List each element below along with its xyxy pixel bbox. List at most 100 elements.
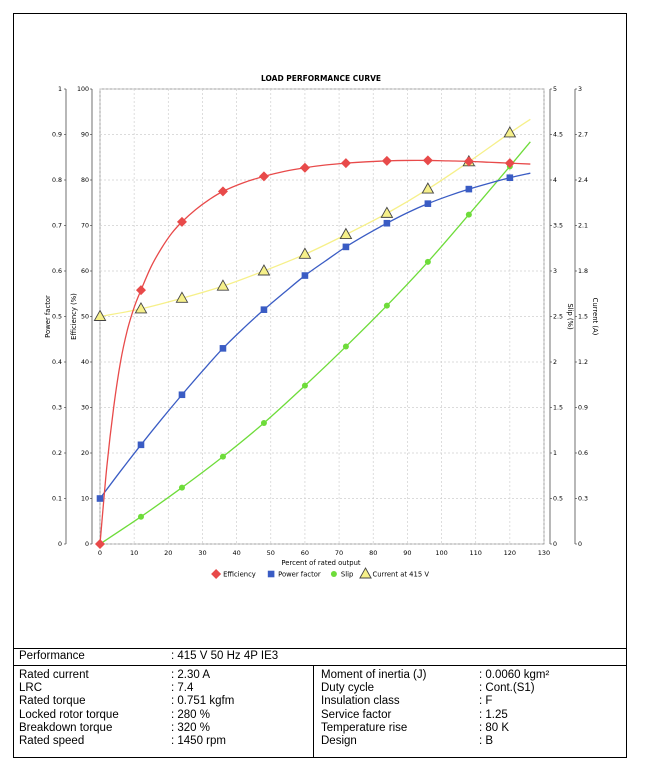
efficiency-tick-label: 90 bbox=[81, 132, 89, 139]
power_factor-tick-label: 0.8 bbox=[52, 177, 62, 184]
efficiency-tick-label: 0 bbox=[85, 541, 89, 548]
performance-row: Performance : 415 V 50 Hz 4P IE3 bbox=[13, 648, 627, 666]
data-point-diamond bbox=[381, 155, 392, 166]
spec-value: : 320 % bbox=[171, 721, 210, 734]
data-point-triangle bbox=[216, 279, 230, 291]
data-point-triangle bbox=[421, 182, 435, 194]
spec-label: Design bbox=[321, 734, 357, 747]
legend-marker-triangle bbox=[359, 567, 372, 579]
current-tick-label: 2.1 bbox=[578, 223, 588, 230]
data-point-square bbox=[342, 243, 350, 251]
data-point-square bbox=[424, 200, 432, 207]
data-point-square bbox=[178, 391, 186, 399]
data-point-circle bbox=[137, 513, 144, 520]
slip-tick-label: 2.5 bbox=[553, 314, 563, 321]
power_factor-tick-label: 1 bbox=[58, 86, 62, 93]
x-tick-label: 50 bbox=[267, 549, 275, 557]
efficiency-tick-label: 80 bbox=[81, 177, 89, 184]
spec-value: : 1.25 bbox=[479, 708, 508, 721]
spec-label: Rated speed bbox=[19, 734, 85, 747]
spec-label: Locked rotor torque bbox=[19, 708, 119, 721]
data-point-circle bbox=[342, 343, 349, 350]
power_factor-tick-label: 0.1 bbox=[52, 496, 62, 503]
slip-tick-label: 4 bbox=[553, 177, 557, 184]
slip-tick-label: 1 bbox=[553, 450, 557, 457]
efficiency-tick-label: 20 bbox=[81, 450, 89, 457]
current-tick-label: 1.5 bbox=[578, 314, 588, 321]
x-tick-label: 90 bbox=[403, 549, 411, 557]
data-point-diamond bbox=[217, 186, 228, 197]
data-point-triangle bbox=[134, 301, 148, 314]
spec-label: Duty cycle bbox=[321, 682, 375, 695]
x-tick-label: 100 bbox=[435, 549, 447, 557]
slip-tick-label: 0 bbox=[553, 541, 557, 548]
efficiency-tick-label: 30 bbox=[81, 405, 89, 412]
spec-label: Rated torque bbox=[19, 695, 86, 708]
slip-axis-label: Slip (%) bbox=[566, 303, 574, 330]
data-point-square bbox=[383, 219, 391, 227]
x-tick-label: 110 bbox=[469, 549, 481, 557]
power_factor-tick-label: 0.3 bbox=[52, 405, 62, 412]
x-tick-label: 80 bbox=[369, 549, 377, 557]
spec-label: Breakdown torque bbox=[19, 721, 113, 734]
data-point-diamond bbox=[176, 216, 187, 227]
slip-tick-label: 3 bbox=[553, 268, 557, 275]
spec-value: : 0.0060 kgm² bbox=[479, 669, 550, 681]
data-point-diamond bbox=[258, 171, 269, 182]
chart-title: LOAD PERFORMANCE CURVE bbox=[261, 74, 381, 83]
spec-value: : B bbox=[479, 734, 494, 747]
slip-tick-label: 4.5 bbox=[553, 132, 563, 139]
x-tick-label: 20 bbox=[164, 549, 172, 557]
current-tick-label: 0.3 bbox=[578, 496, 588, 503]
x-tick-label: 30 bbox=[198, 549, 206, 557]
data-point-circle bbox=[465, 211, 472, 218]
current-tick-label: 0.6 bbox=[578, 450, 588, 457]
spec-value: : Cont.(S1) bbox=[479, 682, 535, 695]
spec-value: : 280 % bbox=[171, 708, 210, 721]
x-tick-label: 0 bbox=[98, 549, 102, 557]
current-tick-label: 2.7 bbox=[578, 132, 588, 139]
data-point-circle bbox=[178, 484, 185, 491]
spec-value: : 2.30 A bbox=[171, 669, 211, 681]
spec-label: Rated current bbox=[19, 669, 89, 681]
data-point-diamond bbox=[299, 162, 310, 173]
efficiency-tick-label: 70 bbox=[81, 223, 89, 230]
data-point-triangle bbox=[175, 291, 189, 303]
data-point-square bbox=[260, 306, 268, 313]
spec-label: Service factor bbox=[321, 708, 392, 721]
spec-label: LRC bbox=[19, 682, 43, 695]
data-point-square bbox=[506, 174, 514, 182]
data-point-diamond bbox=[422, 155, 433, 166]
efficiency-tick-label: 60 bbox=[81, 268, 89, 275]
legend-label: Slip bbox=[341, 571, 353, 579]
data-point-diamond bbox=[463, 156, 474, 167]
spec-label: Temperature rise bbox=[321, 721, 408, 734]
legend-marker-square bbox=[267, 570, 275, 578]
data-point-square bbox=[219, 345, 227, 352]
series-line-square bbox=[99, 172, 531, 499]
efficiency-tick-label: 50 bbox=[81, 314, 89, 321]
x-tick-label: 10 bbox=[130, 549, 138, 557]
x-tick-label: 120 bbox=[504, 549, 516, 557]
slip-tick-label: 5 bbox=[553, 86, 557, 93]
current-axis-label: Current (A) bbox=[591, 298, 599, 336]
current-tick-label: 1.2 bbox=[578, 359, 588, 366]
spec-value: : 0.751 kgfm bbox=[171, 695, 235, 708]
slip-tick-label: 2 bbox=[553, 359, 557, 366]
current-tick-label: 3 bbox=[578, 86, 582, 93]
x-axis-label: Percent of rated output bbox=[281, 559, 360, 567]
series-line-diamond bbox=[99, 159, 531, 545]
power_factor-tick-label: 0.5 bbox=[52, 314, 62, 321]
data-point-diamond bbox=[95, 539, 105, 549]
data-point-circle bbox=[219, 453, 226, 460]
x-tick-label: 40 bbox=[232, 549, 240, 557]
slip-tick-label: 1.5 bbox=[553, 405, 563, 412]
spec-value: : 7.4 bbox=[171, 682, 194, 695]
legend-marker-circle bbox=[330, 571, 337, 577]
x-tick-label: 70 bbox=[335, 549, 343, 557]
right-spec-labels: Moment of inertia (J) Duty cycle Insulat… bbox=[321, 669, 426, 748]
power_factor-tick-label: 0.4 bbox=[52, 359, 62, 366]
data-point-square bbox=[301, 272, 309, 279]
